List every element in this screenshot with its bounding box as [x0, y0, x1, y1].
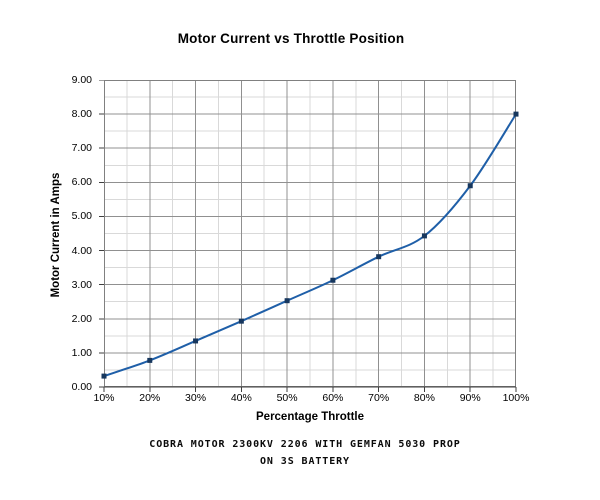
- x-tick-label: 50%: [276, 392, 298, 404]
- y-tick-label: 7.00: [71, 142, 92, 155]
- y-tick-label: 8.00: [71, 108, 92, 121]
- data-point-marker: [193, 338, 199, 344]
- plot-area: [99, 80, 519, 392]
- chart-title: Motor Current vs Throttle Position: [177, 31, 405, 46]
- x-tick-label: 20%: [139, 392, 161, 404]
- x-tick-label: 30%: [185, 392, 207, 404]
- y-tick-label: 9.00: [71, 74, 92, 86]
- x-tick-label: 60%: [322, 392, 344, 404]
- data-point-marker: [284, 298, 290, 304]
- x-tick-label: 40%: [230, 392, 252, 404]
- x-tick-label: 80%: [413, 392, 435, 404]
- y-tick-label: 5.00: [71, 210, 92, 223]
- x-tick-label: 70%: [368, 392, 390, 404]
- caption-line-1: COBRA MOTOR 2300KV 2206 WITH GEMFAN 5030…: [149, 439, 461, 450]
- x-tick-label: 100%: [502, 392, 530, 404]
- x-axis-title: Percentage Throttle: [256, 411, 364, 423]
- y-tick-label: 4.00: [71, 244, 92, 257]
- data-point-marker: [513, 111, 519, 117]
- x-tick-label: 90%: [459, 392, 481, 404]
- y-tick-label: 0.00: [71, 381, 92, 393]
- data-series-line: [103, 113, 517, 378]
- data-point-marker: [101, 373, 107, 379]
- y-tick-label: 1.00: [71, 346, 92, 359]
- data-point-marker: [238, 318, 244, 324]
- data-point-marker: [330, 277, 336, 283]
- x-tick-label: 10%: [93, 392, 115, 404]
- data-point-marker: [467, 183, 473, 189]
- y-tick-label: 3.00: [71, 278, 92, 291]
- y-tick-label: 6.00: [71, 176, 92, 189]
- data-point-marker: [421, 233, 427, 239]
- caption-line-2: ON 3S BATTERY: [260, 456, 350, 467]
- data-point-marker: [376, 254, 382, 260]
- data-point-marker: [147, 357, 153, 363]
- y-tick-label: 2.00: [71, 312, 92, 325]
